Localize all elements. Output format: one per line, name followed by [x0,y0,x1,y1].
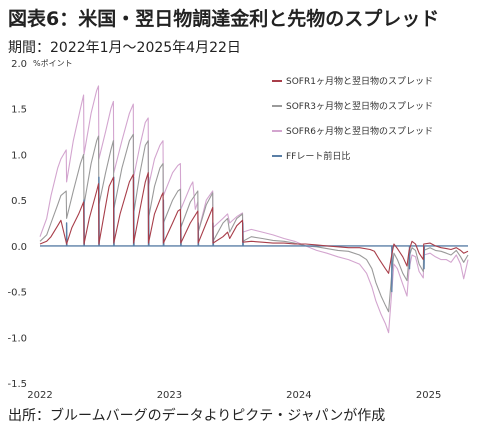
legend-label-2: SOFR3ヶ月物と翌日物のスプレッド [286,100,433,112]
y-axis-unit: %ポイント [33,59,73,68]
legend-label-1: SOFR1ヶ月物と翌日物のスプレッド [286,75,433,87]
chart-subtitle: 期間：2022年1月～2025年4月22日 [8,40,241,56]
y-tick-label: 0.5 [11,196,27,207]
series-lines [39,85,469,334]
legend-label-3: SOFR6ヶ月物と翌日物のスプレッド [286,125,433,137]
y-tick-label: 1.0 [11,150,27,161]
y-tick-label: -1.5 [7,379,27,390]
y-tick-label: 0.0 [11,242,27,253]
y-tick-label: -1.0 [7,333,27,344]
x-tick-label: 2024 [286,390,311,401]
y-tick-label: 2.0 [11,59,27,70]
x-tick-label: 2025 [416,390,441,401]
x-tick-label: 2023 [157,390,182,401]
y-tick-label: 1.5 [11,105,27,116]
series-line-1 [39,172,469,274]
legend-label-4: FFレート前日比 [286,150,350,162]
series-line-3 [39,85,469,334]
y-tick-label: -0.5 [7,288,27,299]
series-line-2 [39,133,469,313]
x-tick-label: 2022 [27,390,52,401]
chart-source: 出所：ブルームバーグのデータよりピクテ・ジャパンが作成 [8,408,386,424]
legend: SOFR1ヶ月物と翌日物のスプレッド SOFR3ヶ月物と翌日物のスプレッド SOFR… [272,75,433,162]
chart-title: 図表6：米国・翌日物調達金利と先物のスプレッド [8,8,440,30]
